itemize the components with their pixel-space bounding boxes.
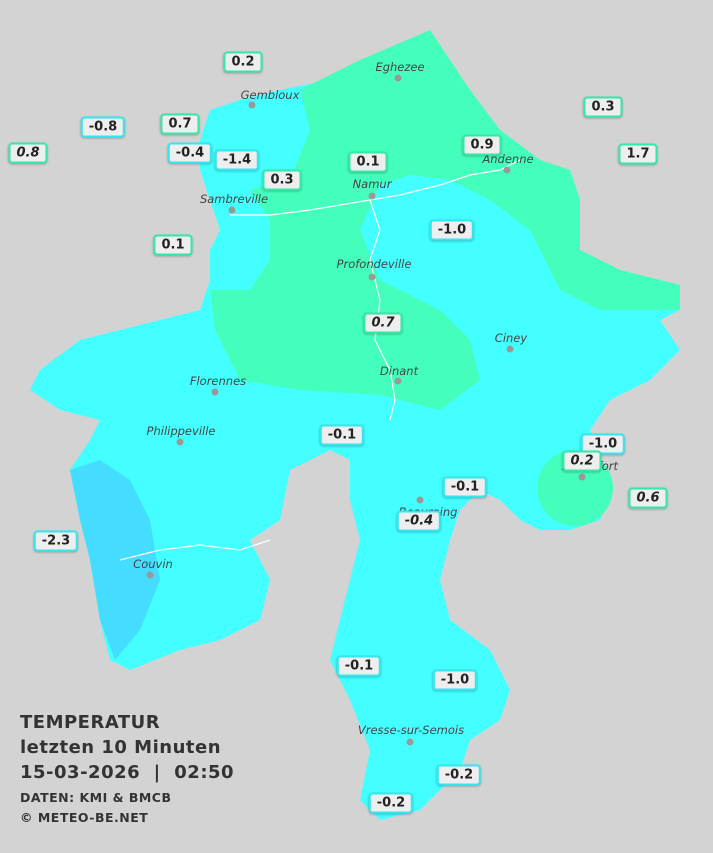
- legend-period: letzten 10 Minuten: [20, 737, 222, 758]
- station-value: -0.2: [436, 764, 482, 786]
- city-dot: [503, 166, 511, 174]
- city-label: Couvin: [133, 557, 173, 571]
- city-label: Gembloux: [240, 88, 300, 102]
- city-dot: [406, 738, 414, 746]
- city-dot: [394, 377, 402, 385]
- station-value: 0.3: [262, 169, 302, 191]
- city-dot: [228, 206, 236, 214]
- station-value: 0.1: [348, 151, 388, 173]
- legend-timestamp: 15-03-2026 | 02:50: [20, 762, 235, 783]
- city-dot: [248, 101, 256, 109]
- city-dot: [368, 273, 376, 281]
- city-dot: [578, 473, 586, 481]
- station-value: 0.7: [363, 312, 403, 334]
- station-value: -0.1: [442, 476, 488, 498]
- station-value: -1.0: [429, 219, 475, 241]
- city-label: Vresse-sur-Semois: [357, 723, 465, 737]
- city-label: Namur: [352, 177, 392, 191]
- station-value: -0.8: [80, 116, 126, 138]
- city-dot: [176, 438, 184, 446]
- station-value: -1.4: [214, 149, 260, 171]
- city-dot: [146, 571, 154, 579]
- river: [230, 159, 521, 216]
- city-label: Florennes: [189, 374, 247, 388]
- station-value: 0.2: [223, 51, 263, 73]
- station-value: 0.9: [462, 134, 502, 156]
- station-value: 0.6: [628, 487, 668, 509]
- station-value: 0.7: [160, 113, 200, 135]
- station-value: 0.2: [562, 450, 602, 472]
- city-dot: [394, 74, 402, 82]
- warm-zone: [210, 30, 680, 410]
- city-label: Dinant: [379, 364, 419, 378]
- legend-source: DATEN: KMI & BMCB: [20, 790, 172, 805]
- station-value: 1.7: [618, 143, 658, 165]
- station-value: -0.4: [396, 510, 442, 532]
- city-label: Eghezee: [375, 60, 425, 74]
- station-value: 0.1: [153, 234, 193, 256]
- city-label: Sambreville: [199, 192, 269, 206]
- station-value: -0.4: [167, 142, 213, 164]
- cold-zone: [70, 460, 160, 660]
- station-value: -0.2: [368, 792, 414, 814]
- station-value: 0.3: [583, 96, 623, 118]
- city-dot: [368, 192, 376, 200]
- station-value: -0.1: [336, 655, 382, 677]
- city-dot: [506, 345, 514, 353]
- city-label: Profondeville: [336, 257, 412, 271]
- city-dot: [211, 388, 219, 396]
- legend-copyright: © METEO-BE.NET: [20, 810, 149, 825]
- river: [119, 539, 271, 561]
- legend-title: TEMPERATUR: [20, 712, 161, 733]
- city-label: Philippeville: [146, 424, 216, 438]
- station-value: -0.1: [319, 424, 365, 446]
- station-value: 0.8: [8, 142, 48, 164]
- city-dot: [416, 496, 424, 504]
- city-label: Ciney: [494, 331, 528, 345]
- station-value: -1.0: [580, 433, 626, 455]
- station-value: -1.0: [432, 669, 478, 691]
- station-value: -2.3: [33, 530, 79, 552]
- city-label: Andenne: [482, 152, 534, 166]
